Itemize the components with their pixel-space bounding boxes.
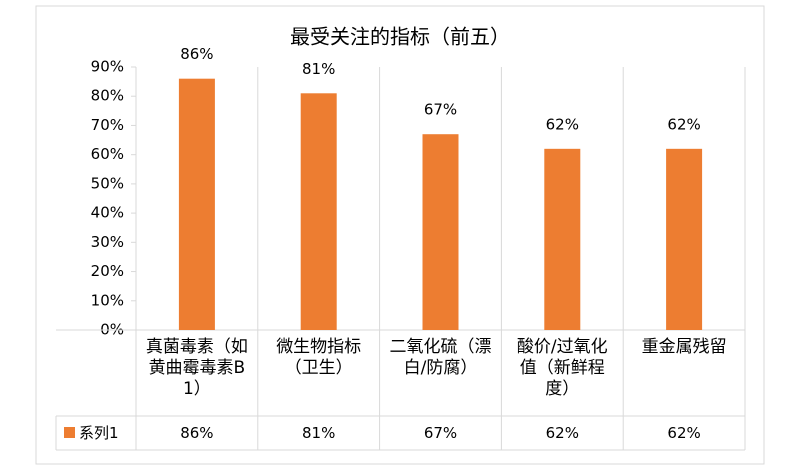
y-tick-label: 30% (91, 233, 124, 251)
y-tick-label: 40% (91, 204, 124, 222)
y-tick-label: 50% (91, 174, 124, 192)
bar (300, 93, 337, 330)
x-tick-label: 重金属残留 (641, 337, 727, 357)
chart-title: 最受关注的指标（前五） (290, 25, 510, 49)
y-tick-label: 20% (91, 262, 124, 280)
y-tick-label: 80% (91, 87, 124, 105)
y-tick-label: 70% (91, 116, 124, 134)
y-tick-label: 90% (91, 58, 124, 76)
value-label: 67% (424, 101, 457, 119)
table-value: 62% (667, 424, 701, 442)
bar (666, 148, 703, 330)
table-value: 86% (180, 424, 214, 442)
chart-border (35, 5, 765, 465)
value-label: 62% (667, 115, 700, 133)
x-tick-label: 二氧化硫（漂白/防腐） (389, 337, 492, 378)
legend-label: 系列1 (79, 424, 119, 442)
y-tick-label: 10% (91, 291, 124, 309)
bar (422, 134, 459, 330)
x-tick-label: 真菌毒素（如黄曲霉毒素B1） (145, 337, 248, 399)
value-label: 62% (546, 115, 579, 133)
table-value: 62% (545, 424, 579, 442)
table-value: 81% (302, 424, 336, 442)
bar (178, 78, 215, 330)
y-tick-label: 60% (91, 145, 124, 163)
table-legend: 系列1 (56, 416, 136, 450)
legend-swatch (64, 427, 75, 438)
table-value: 67% (423, 424, 458, 442)
x-tick-label: 酸价/过氧化值（新鲜程度） (516, 337, 608, 399)
value-label: 81% (302, 60, 335, 78)
x-tick-label: 微生物指标（卫生） (276, 337, 362, 378)
bar (544, 148, 581, 330)
value-label: 86% (180, 45, 213, 63)
